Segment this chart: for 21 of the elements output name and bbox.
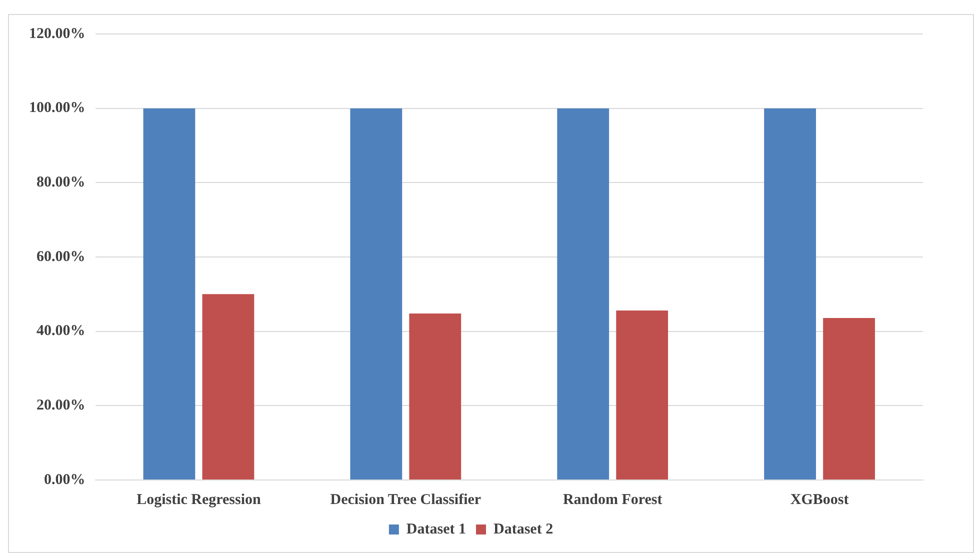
bar (557, 108, 610, 480)
y-tick-label: 40.00% (36, 323, 86, 340)
bar (143, 108, 196, 480)
bar (409, 313, 462, 480)
y-tick-label: 0.00% (44, 472, 86, 488)
bar (202, 294, 254, 480)
bar (764, 108, 816, 480)
x-tick-label: XGBoost (790, 492, 849, 508)
bar (823, 318, 875, 480)
x-tick-label: Random Forest (562, 492, 662, 508)
y-tick-label: 120.00% (29, 26, 86, 42)
x-tick-label: Decision Tree Classifier (330, 492, 482, 508)
y-tick-label: 60.00% (36, 248, 86, 265)
bar (350, 108, 402, 480)
y-tick-label: 20.00% (36, 398, 86, 414)
x-tick-label: Logistic Regression (136, 492, 262, 508)
y-tick-label: 100.00% (29, 100, 86, 116)
legend-label: Dataset 2 (494, 521, 554, 538)
bar (616, 310, 668, 480)
legend-label: Dataset 1 (406, 521, 466, 538)
y-tick-label: 80.00% (36, 174, 86, 191)
